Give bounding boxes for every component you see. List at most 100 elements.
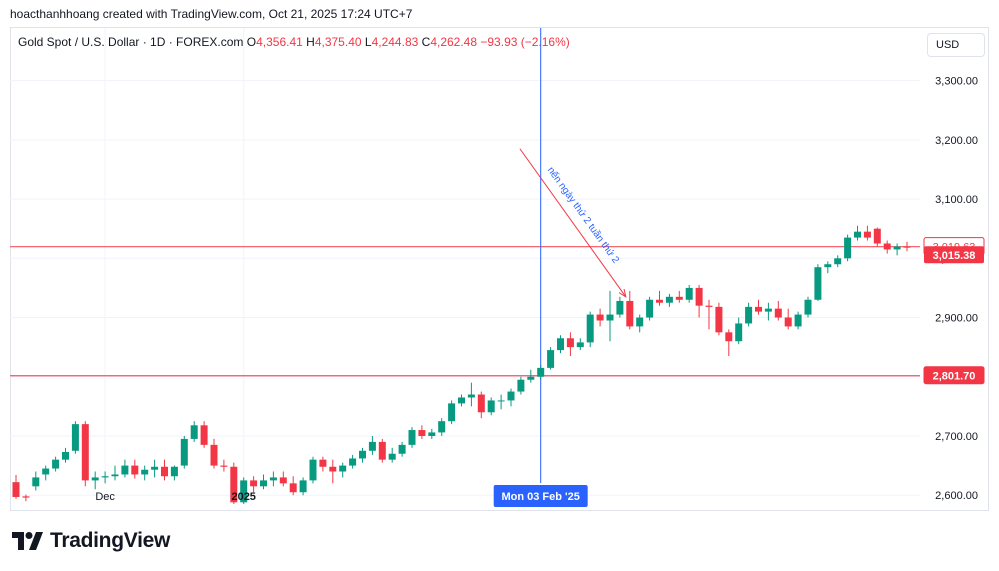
candle-body: [715, 306, 723, 333]
annotation-text: nến ngày thứ 2 tuần thứ 2: [545, 164, 622, 265]
candle-body: [497, 400, 505, 402]
close-label: C: [421, 35, 431, 49]
candle-body: [507, 391, 515, 401]
candle-body: [893, 246, 901, 250]
horizontal-lines: [10, 246, 920, 377]
candle-body: [349, 458, 357, 466]
candle-body: [438, 421, 446, 433]
candle-body: [309, 459, 317, 481]
y-tick-label: 2,700.00: [935, 431, 978, 443]
candle-body: [477, 394, 485, 413]
candle-body: [289, 483, 297, 493]
candle-body: [220, 465, 228, 467]
candle-body: [230, 466, 238, 503]
candle-body: [844, 237, 852, 259]
candle-body: [774, 308, 782, 318]
x-tick-label: 2025: [231, 491, 255, 503]
trend-annotation: nến ngày thứ 2 tuần thứ 2: [519, 148, 627, 298]
candle-body: [467, 394, 475, 398]
candle-body: [299, 480, 307, 493]
candle-body: [81, 424, 89, 481]
last-price-tag: [924, 246, 984, 264]
brand[interactable]: TradingView: [12, 529, 170, 553]
open-value: 4,356.41: [256, 35, 303, 49]
candle-body: [547, 350, 555, 368]
high-value: 4,375.40: [314, 35, 362, 49]
candle-body: [656, 299, 663, 303]
candle-body: [804, 299, 812, 315]
candle-body: [566, 338, 574, 348]
candle-body: [705, 305, 713, 307]
time-axis: Dec2025MarMon 03 Feb '25: [95, 485, 588, 507]
candle-body: [151, 466, 159, 470]
candle-body: [834, 258, 842, 265]
candle-body: [240, 480, 248, 503]
low-label: L: [364, 35, 372, 49]
candle-body: [329, 466, 337, 472]
candle-body: [131, 465, 139, 475]
candle-body: [190, 425, 198, 439]
candle-body: [200, 425, 208, 445]
candle-body: [517, 379, 525, 392]
y-tick-label: 3,100.00: [935, 194, 978, 206]
candle-body: [339, 465, 347, 472]
brand-name: TradingView: [50, 529, 171, 552]
candle-body: [794, 314, 802, 327]
candle-body: [250, 480, 258, 487]
candle-body: [62, 451, 69, 460]
candle-body: [269, 477, 277, 481]
chart-grid: [10, 28, 920, 496]
candle-body: [161, 466, 168, 477]
candle-body: [378, 441, 386, 460]
y-tick-label: 3,200.00: [935, 135, 978, 147]
open-label: O: [246, 35, 257, 49]
candle-body: [91, 477, 99, 481]
low-value: 4,244.83: [371, 35, 419, 49]
candle-body: [418, 430, 426, 436]
candle-body: [210, 444, 218, 466]
x-tick-label: Dec: [95, 491, 115, 503]
currency-button[interactable]: USD: [927, 33, 985, 57]
candle-body: [527, 376, 535, 380]
price-level-label: 2,801.70: [933, 371, 976, 383]
candle-body: [725, 332, 733, 342]
price-change: −93.93 (−2.16%): [480, 35, 570, 49]
candle-body: [180, 438, 188, 466]
candle-body: [12, 482, 20, 497]
candle-body: [428, 432, 436, 436]
date-marker-tag: [493, 485, 588, 507]
date-marker-label: Mon 03 Feb '25: [501, 491, 579, 503]
candle-body: [448, 403, 456, 422]
y-tick-label: 3,300.00: [935, 76, 978, 88]
candle-body: [576, 342, 584, 348]
candle-body: [487, 400, 495, 413]
candle-body: [685, 287, 693, 300]
chart-credit: hoacthanhhoang created with TradingView.…: [10, 7, 413, 21]
candle-body: [596, 314, 604, 321]
candlestick-series: [12, 225, 911, 505]
candle-body: [537, 367, 545, 377]
symbol-name: Gold Spot / U.S. Dollar · 1D · FOREX.com: [18, 35, 244, 49]
chart-panel: [10, 27, 989, 511]
candle-body: [22, 496, 30, 498]
candle-body: [141, 469, 149, 475]
candle-body: [260, 480, 267, 487]
y-tick-label: 2,900.00: [935, 313, 978, 325]
candle-body: [111, 474, 119, 477]
candle-body: [854, 231, 861, 238]
candle-body: [368, 441, 376, 451]
candle-body: [784, 317, 792, 327]
candle-body: [388, 453, 396, 460]
candle-body: [279, 477, 287, 484]
candle-body: [814, 267, 822, 300]
candle-body: [755, 306, 762, 312]
candle-body: [71, 424, 79, 451]
candle-body: [458, 397, 465, 404]
last-price-label: 3,015.38: [933, 250, 976, 262]
candle-body: [873, 228, 881, 244]
candle-body: [636, 317, 644, 327]
candle-body: [764, 308, 772, 312]
candle-body: [745, 306, 753, 324]
candle-body: [52, 459, 60, 469]
